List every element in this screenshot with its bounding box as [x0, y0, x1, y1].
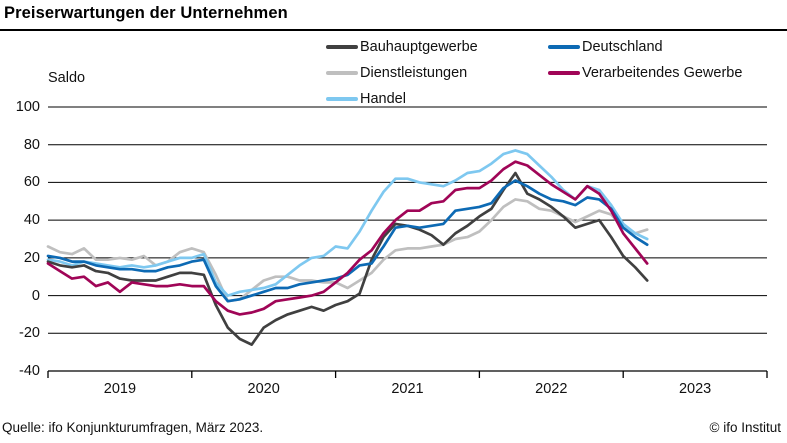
legend-swatch [548, 71, 580, 75]
chart-title: Preiserwartungen der Unternehmen [4, 4, 288, 22]
legend-label: Bauhauptgewerbe [360, 39, 478, 55]
legend-swatch [548, 45, 580, 49]
x-tick-label: 2019 [103, 381, 137, 397]
legend-label: Dienstleistungen [360, 65, 468, 81]
legend-swatch [326, 71, 358, 75]
x-tick-label: 2023 [678, 381, 712, 397]
series-line-handel [46, 149, 649, 297]
y-tick-label: 40 [23, 212, 40, 229]
x-tick-label: 2022 [535, 381, 568, 397]
y-tick-label: -20 [19, 325, 40, 342]
source-note: Quelle: ifo Konjunkturumfragen, März 202… [2, 420, 264, 435]
series-line-verarbeitendes-gewerbe [46, 160, 649, 316]
legend-swatch [326, 45, 358, 49]
series-line-deutschland [46, 179, 649, 303]
legend-swatch [326, 97, 358, 101]
legend-label: Verarbeitendes Gewerbe [582, 65, 743, 81]
title-divider-rule [0, 29, 787, 31]
y-tick-label: 0 [31, 287, 40, 304]
legend-item-dienstleistungen: Dienstleistungen [326, 64, 467, 82]
y-tick-label: 20 [23, 249, 40, 266]
series-line-dienstleistungen [46, 198, 649, 303]
legend-item-bauhauptgewerbe: Bauhauptgewerbe [326, 38, 478, 56]
legend-label: Deutschland [582, 39, 663, 55]
x-tick-label: 2021 [391, 381, 424, 397]
y-tick-label: -40 [19, 363, 40, 379]
copyright-note: © ifo Institut [709, 420, 781, 435]
legend-item-deutschland: Deutschland [548, 38, 663, 56]
y-axis-unit-label: Saldo [48, 70, 86, 86]
y-tick-label: 80 [23, 136, 40, 153]
y-tick-label: 60 [23, 174, 40, 191]
x-tick-label: 2020 [247, 381, 280, 397]
legend-item-handel: Handel [326, 90, 406, 108]
legend-label: Handel [360, 91, 406, 107]
series-line-bauhauptgewerbe [46, 171, 649, 346]
y-tick-label: 100 [15, 99, 40, 115]
legend-item-verarbeitendes-gewerbe: Verarbeitendes Gewerbe [548, 64, 742, 82]
